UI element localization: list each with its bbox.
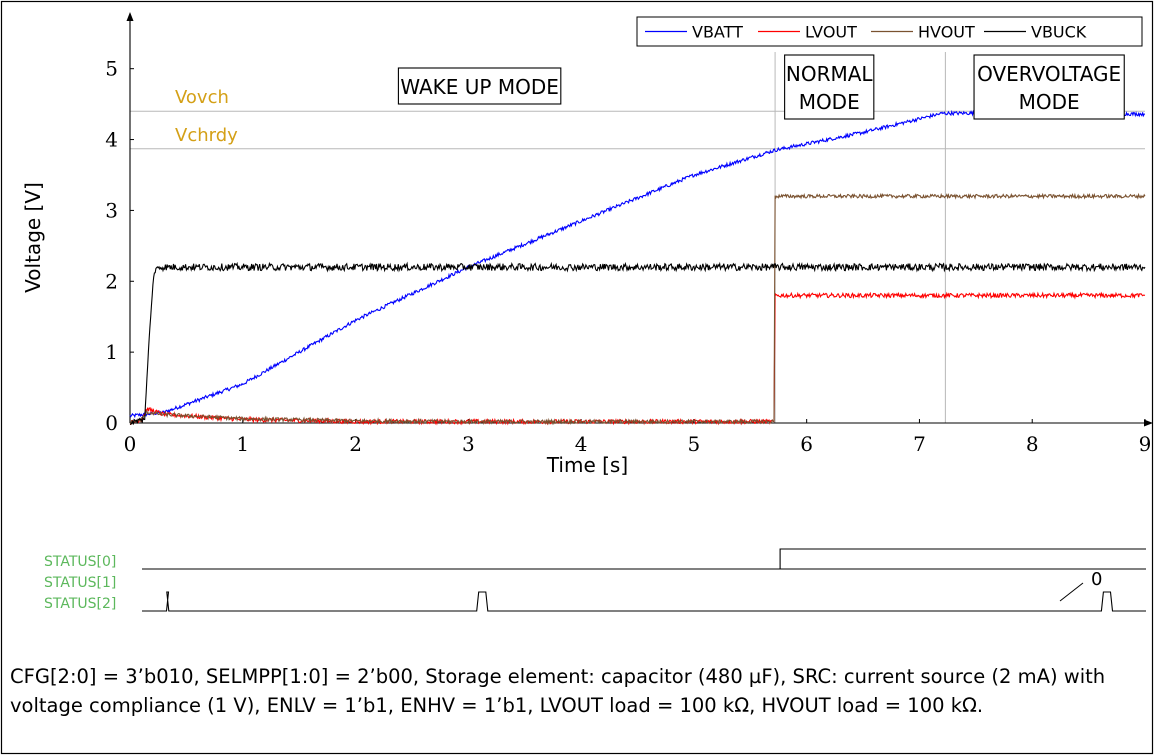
x-tick-label-6: 6 (800, 432, 813, 456)
status-bus-marker (1059, 582, 1084, 602)
y-tick-label-0: 0 (105, 411, 118, 435)
mode-label-frame-2 (973, 54, 1125, 120)
series-line-vbuck (129, 261, 1146, 425)
test-conditions-caption: CFG[2:0] = 3’b010, SELMPP[1:0] = 2’b00, … (10, 665, 1106, 717)
y-tick-label-2: 2 (105, 269, 118, 293)
mode-label-box-2: OVERVOLTAGE MODE (973, 54, 1125, 120)
legend-label-vbuck: VBUCK (1031, 23, 1087, 42)
x-axis-label: Time [s] (546, 453, 628, 477)
y-tick-label-3: 3 (105, 198, 118, 222)
x-axis-arrow (1144, 419, 1153, 427)
mode-label-text-2-0: OVERVOLTAGE (977, 62, 1121, 86)
y-axis-label: Voltage [V] (21, 182, 45, 293)
legend-label-vbatt: VBATT (692, 23, 743, 42)
x-tick-label-9: 9 (1139, 432, 1152, 456)
mode-label-text-0-0: WAKE UP MODE (400, 75, 559, 99)
status-signal-label-2: STATUS[2] (44, 596, 116, 612)
status-bus-value: 0 (1091, 569, 1102, 590)
x-tick-label-3: 3 (462, 432, 475, 456)
x-tick-label-5: 5 (688, 432, 701, 456)
chart-legend: VBATT LVOUT HVOUT VBUCK (636, 16, 1143, 47)
y-tick-label-5: 5 (105, 57, 118, 81)
x-tick-label-4: 4 (575, 432, 588, 456)
mode-label-text-1-0: NORMAL (786, 62, 874, 86)
legend-label-hvout: HVOUT (918, 23, 975, 42)
status-signal-trace-2 (142, 591, 1146, 612)
mode-label-frame-1 (784, 54, 875, 120)
y-tick-label-1: 1 (105, 340, 118, 364)
status-signal-label-0: STATUS[0] (44, 554, 116, 570)
threshold-label-vovch: Vovch (175, 87, 229, 108)
status-signal-label-1: STATUS[1] (44, 575, 116, 591)
x-tick-label-1: 1 (236, 432, 249, 456)
legend-label-lvout: LVOUT (805, 23, 857, 42)
x-tick-label-7: 7 (913, 432, 926, 456)
threshold-label-vchrdy: Vchrdy (175, 125, 238, 146)
x-tick-label-0: 0 (124, 432, 137, 456)
x-tick-label-2: 2 (349, 432, 362, 456)
status-timing-diagram: STATUS[0] STATUS[1] 0 STATUS[2] (44, 548, 1146, 612)
chart-axes: 0 1 2 3 4 5 6 7 8 9 0 1 2 3 4 5 Time [s] Voltage [V] (21, 12, 1153, 477)
y-axis-arrow (126, 12, 134, 21)
mode-label-frame-0 (397, 67, 562, 105)
series-line-hvout (129, 192, 1146, 426)
y-tick-label-4: 4 (105, 128, 118, 152)
mode-label-box-1: NORMAL MODE (784, 54, 875, 120)
mode-label-text-2-1: MODE (1019, 90, 1080, 114)
mode-label-box-0: WAKE UP MODE (397, 67, 562, 105)
mode-label-text-1-1: MODE (799, 90, 860, 114)
x-tick-label-8: 8 (1026, 432, 1039, 456)
